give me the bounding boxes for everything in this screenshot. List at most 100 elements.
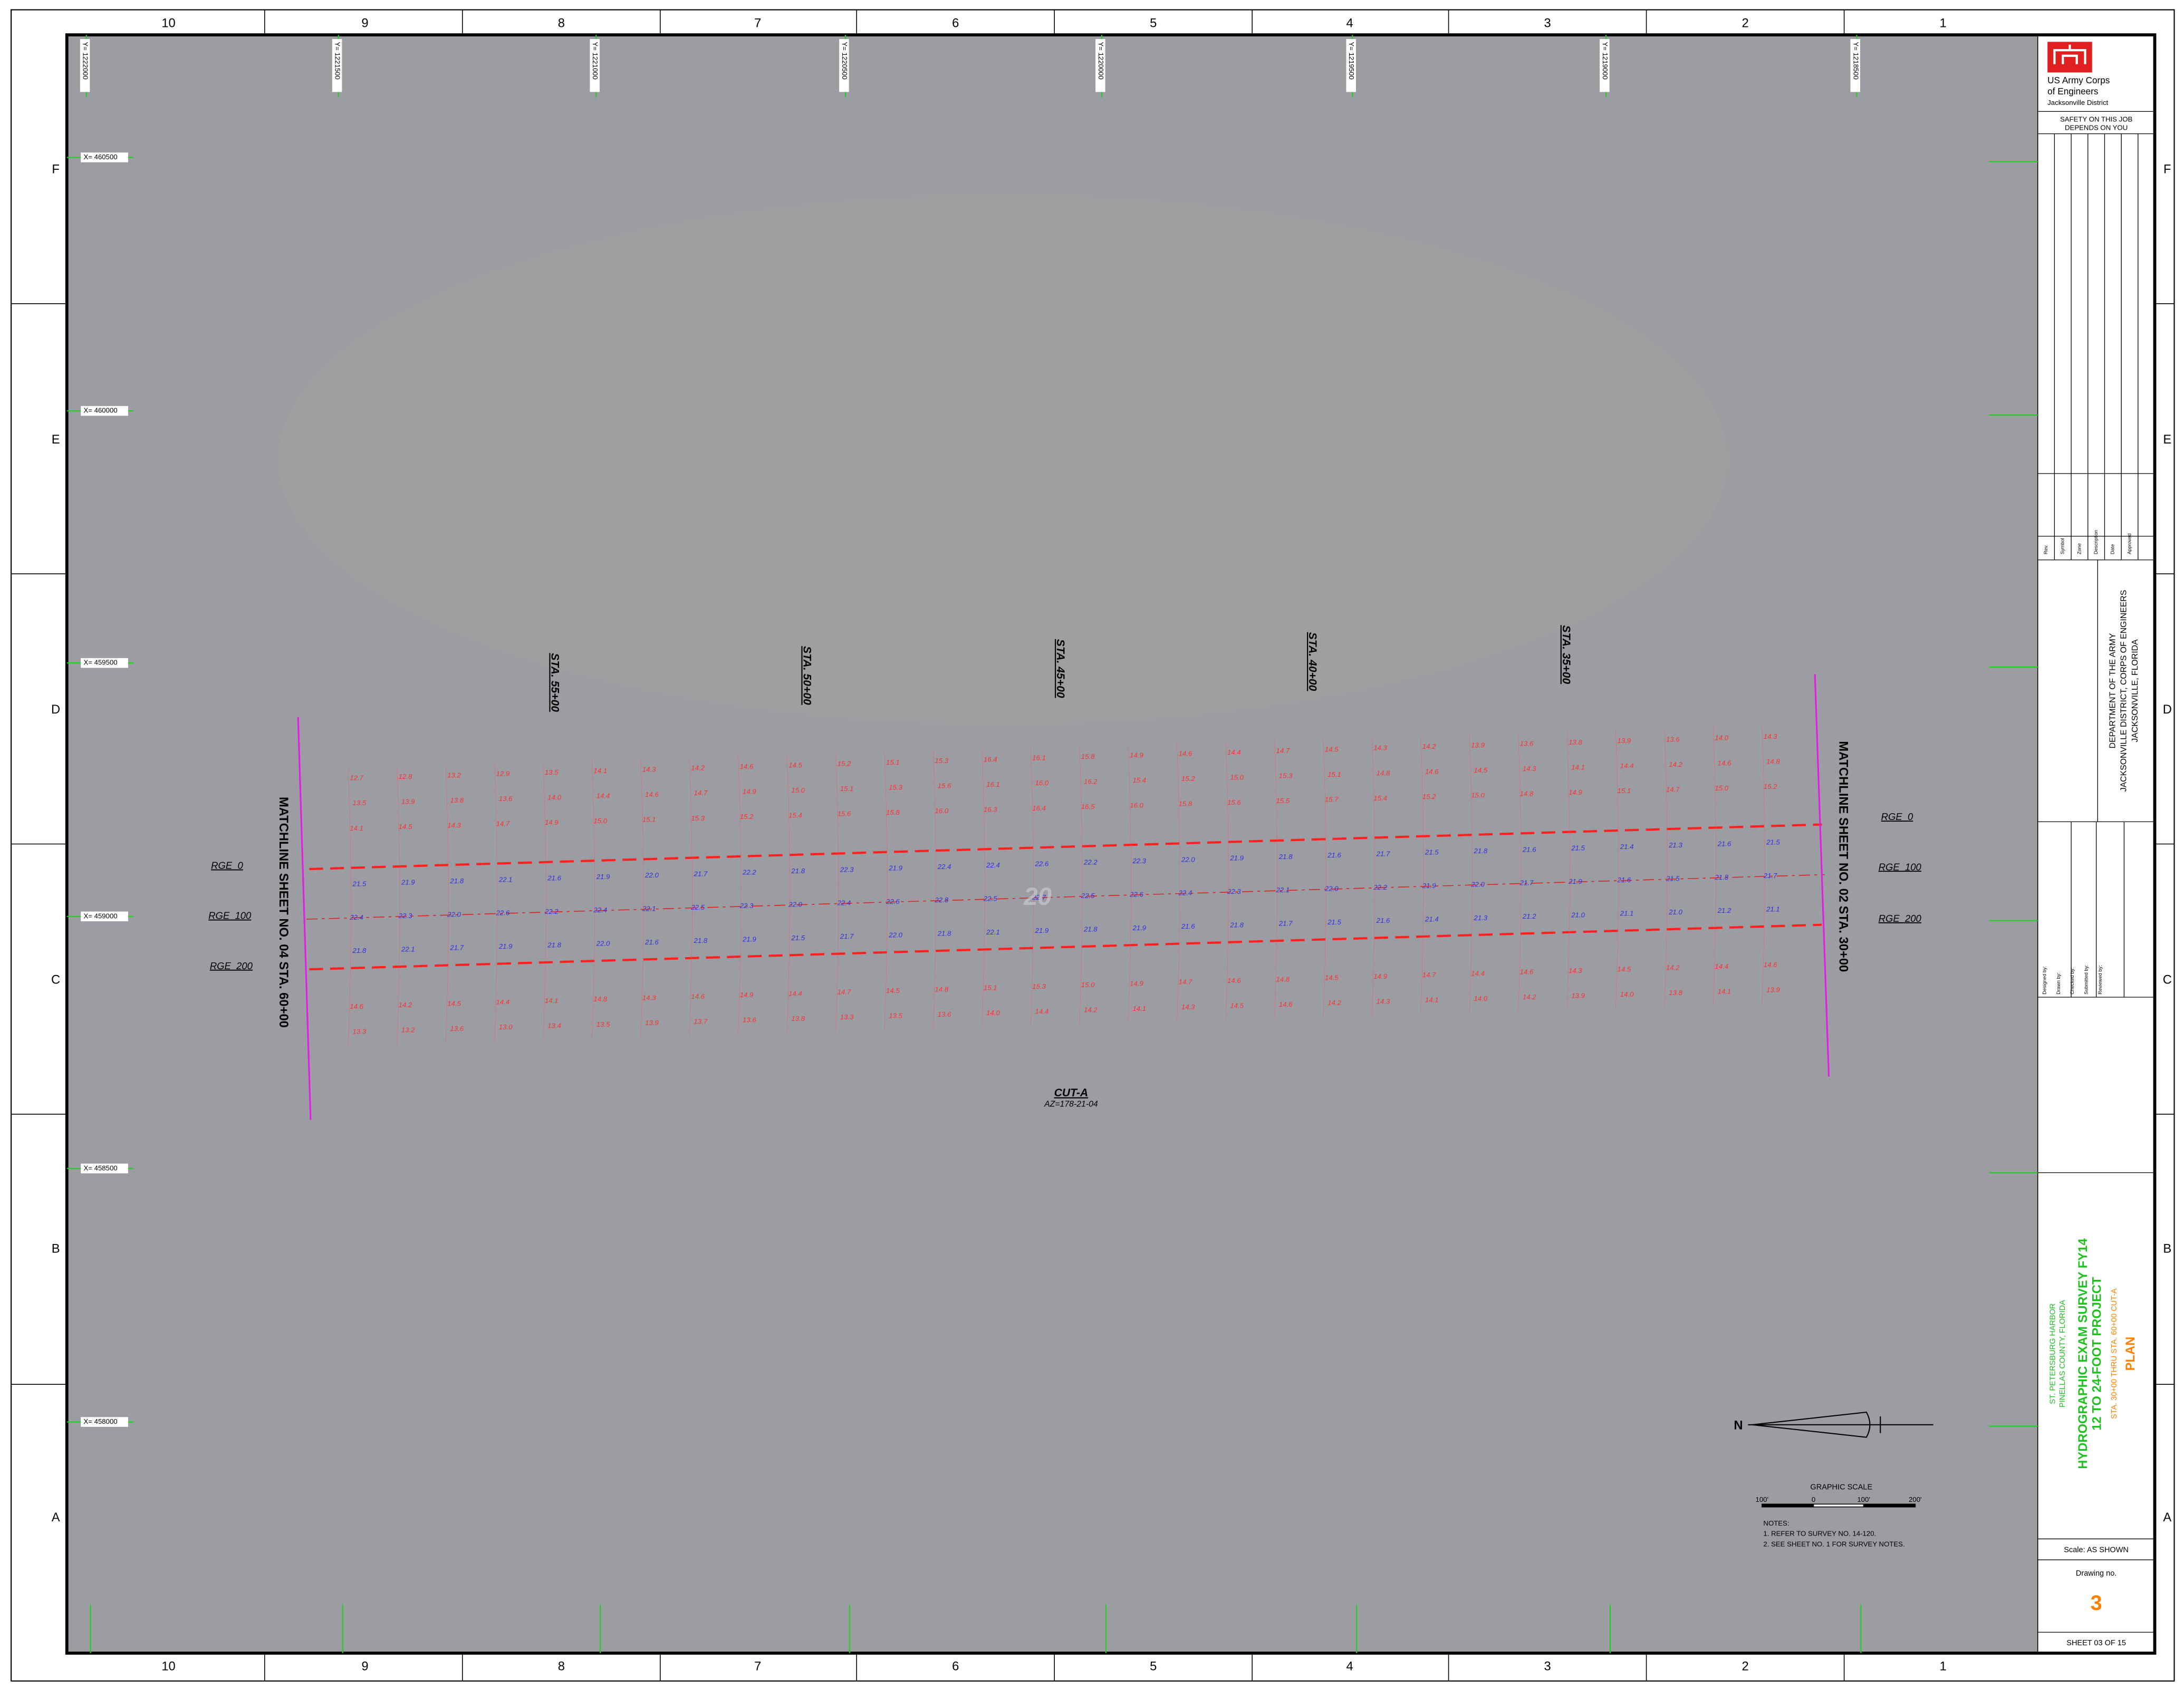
sounding: 21.5: [352, 880, 367, 888]
sounding: 14.9: [1130, 979, 1143, 987]
sounding-profile: [738, 756, 742, 1035]
sounding: 14.6: [1425, 768, 1439, 776]
sounding: 22.1: [401, 945, 415, 953]
field-label: Drawn by:: [2056, 972, 2061, 995]
grid-label-bg: [81, 152, 128, 162]
sounding: 21.3: [1473, 914, 1487, 922]
range-line-0: [309, 823, 1822, 871]
cut-label: CUT-A: [1054, 1087, 1088, 1099]
sounding: 14.8: [935, 985, 948, 993]
sounding: 14.2: [1666, 964, 1680, 972]
sounding-profile: [1225, 741, 1229, 1020]
drawing-title: HYDROGRAPHIC EXAM SURVEY FY14: [2076, 1238, 2090, 1469]
sounding: 14.6: [1227, 977, 1241, 985]
sounding: 13.7: [694, 1017, 708, 1025]
scale-tick: 200': [1909, 1496, 1922, 1503]
title-block-lines: [2037, 111, 2155, 1633]
sounding: 14.3: [1181, 1003, 1195, 1011]
sounding: 21.7: [1763, 872, 1777, 880]
sounding: 14.2: [1669, 760, 1682, 768]
sounding: 14.8: [1276, 975, 1290, 983]
sounding: 13.6: [743, 1016, 756, 1024]
sounding: 13.4: [547, 1022, 561, 1030]
sounding: 13.5: [545, 768, 559, 776]
sounding: 21.2: [1522, 912, 1536, 920]
sounding: 14.4: [1035, 1007, 1049, 1015]
grid-label: Y= 1219500: [1348, 42, 1355, 80]
sounding: 13.9: [645, 1019, 659, 1027]
sounding: 14.6: [1764, 961, 1777, 969]
sounding-profile: [348, 767, 351, 1046]
zone-number: 8: [558, 16, 565, 30]
sounding-profile: [884, 751, 888, 1030]
sounding: 16.0: [935, 807, 948, 815]
zone-letter: F: [52, 162, 60, 177]
sounding: 13.9: [1766, 986, 1780, 994]
sounding: 21.7: [1278, 920, 1293, 928]
sounding: 13.0: [499, 1023, 513, 1031]
sounding: 14.1: [1425, 996, 1439, 1004]
station-label: STA. 35+00: [1560, 625, 1572, 684]
sounding: 14.8: [593, 995, 607, 1003]
zone-number: 4: [1346, 1660, 1353, 1674]
sounding: 14.4: [1471, 969, 1485, 977]
location: PINELLAS COUNTY, FLORIDA: [2058, 1300, 2067, 1407]
sounding: 21.8: [937, 930, 951, 938]
zone-letter: B: [2163, 1241, 2171, 1256]
sounding: 14.2: [1523, 993, 1536, 1001]
sounding: 21.5: [1571, 844, 1585, 852]
sounding: 14.2: [691, 764, 705, 772]
sounding: 14.1: [545, 997, 559, 1005]
sounding: 14.2: [1327, 999, 1341, 1007]
sounding: 14.5: [1325, 745, 1339, 753]
sounding: 13.3: [353, 1027, 367, 1035]
grid-label: Y= 1219000: [1601, 42, 1609, 80]
zone-dividers: [11, 9, 2175, 1681]
sounding: 15.3: [1032, 982, 1046, 990]
sounding: 14.4: [496, 998, 510, 1006]
sounding: 15.5: [1276, 797, 1290, 805]
revision-header: Zone: [2076, 543, 2082, 554]
sounding: 21.9: [1568, 877, 1582, 885]
sounding: 15.4: [788, 811, 802, 819]
zone-letter: B: [52, 1241, 60, 1256]
sounding: 14.7: [1179, 978, 1192, 986]
matchline-right: [1814, 674, 1830, 1077]
range-label: RGE_100: [208, 910, 252, 921]
sounding: 21.9: [1422, 882, 1436, 890]
sounding: 13.6: [499, 795, 513, 803]
drawing-subtitle: STA. 30+00 THRU STA. 60+00 CUT-A: [2110, 1288, 2119, 1419]
sounding: 16.5: [1081, 803, 1095, 811]
sounding: 21.9: [1132, 924, 1146, 932]
sounding: 15.8: [886, 808, 900, 816]
sounding: 22.1: [642, 905, 656, 913]
sounding: 21.7: [840, 932, 854, 940]
sounding: 22.0: [1181, 855, 1195, 863]
sounding: 21.8: [791, 867, 805, 875]
zone-number: 10: [161, 16, 175, 30]
grid-label: X= 459000: [83, 912, 117, 920]
sounding: 13.5: [889, 1012, 902, 1020]
sounding: 22.0: [1324, 885, 1339, 893]
sounding: 14.6: [740, 763, 754, 770]
zone-number: 8: [558, 1660, 565, 1674]
sounding: 14.1: [1718, 987, 1731, 995]
grid-label: Y= 1220000: [1097, 42, 1105, 80]
zone-letter: A: [2163, 1510, 2171, 1525]
sounding: 14.5: [1230, 1002, 1244, 1010]
note: NOTES:: [1763, 1519, 1789, 1527]
sounding: 22.0: [1470, 880, 1485, 888]
zone-letter: D: [2163, 702, 2172, 717]
sounding: 21.4: [1425, 915, 1439, 923]
grid-label: Y= 1221500: [334, 42, 342, 80]
sounding: 15.4: [1132, 776, 1146, 784]
sounding-profile: [1177, 742, 1180, 1022]
sounding: 22.0: [596, 940, 610, 948]
zone-number: 2: [1742, 16, 1748, 30]
zone-number: 6: [952, 1660, 959, 1674]
sounding-profile: [933, 750, 937, 1029]
sounding: 14.5: [399, 823, 412, 831]
grid-label-bg: [1600, 39, 1610, 92]
sounding: 13.5: [596, 1020, 610, 1028]
